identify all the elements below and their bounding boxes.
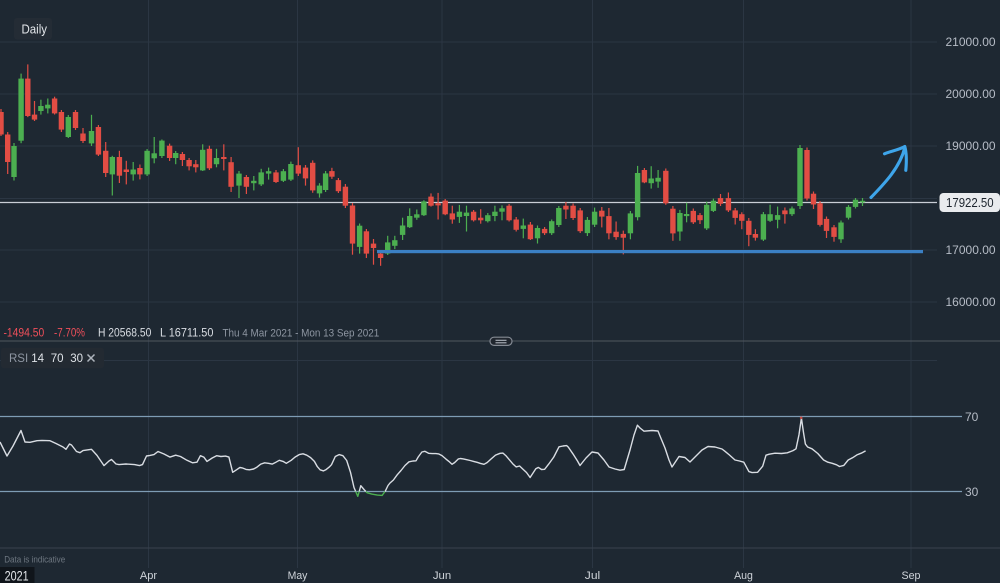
svg-text:17000.00: 17000.00 bbox=[946, 243, 996, 257]
svg-text:16000.00: 16000.00 bbox=[946, 295, 996, 309]
svg-text:Aug: Aug bbox=[734, 570, 753, 582]
svg-text:19000.00: 19000.00 bbox=[946, 139, 996, 153]
svg-text:Data is indicative: Data is indicative bbox=[4, 555, 65, 566]
svg-text:Apr: Apr bbox=[140, 570, 157, 582]
svg-text:70: 70 bbox=[965, 410, 979, 424]
svg-text:Daily: Daily bbox=[22, 23, 48, 37]
svg-text:14: 14 bbox=[31, 353, 44, 365]
svg-text:30: 30 bbox=[965, 485, 979, 499]
svg-text:L 16711.50: L 16711.50 bbox=[160, 328, 213, 340]
svg-text:May: May bbox=[288, 570, 308, 582]
svg-text:21000.00: 21000.00 bbox=[946, 35, 996, 49]
svg-text:17922.50: 17922.50 bbox=[946, 196, 994, 210]
svg-text:-7.70%: -7.70% bbox=[54, 328, 85, 340]
svg-text:Jul: Jul bbox=[585, 570, 600, 582]
svg-text:Thu 4 Mar 2021 - Mon 13 Sep 20: Thu 4 Mar 2021 - Mon 13 Sep 2021 bbox=[223, 328, 380, 340]
svg-text:2021: 2021 bbox=[5, 568, 29, 583]
svg-text:20000.00: 20000.00 bbox=[946, 87, 996, 101]
svg-text:H 20568.50: H 20568.50 bbox=[98, 328, 151, 340]
svg-text:70: 70 bbox=[51, 353, 64, 365]
svg-text:-1494.50: -1494.50 bbox=[4, 328, 45, 340]
svg-text:Jun: Jun bbox=[433, 570, 451, 582]
svg-text:RSI: RSI bbox=[9, 353, 28, 365]
svg-text:30: 30 bbox=[70, 353, 83, 365]
svg-text:Sep: Sep bbox=[902, 570, 921, 582]
